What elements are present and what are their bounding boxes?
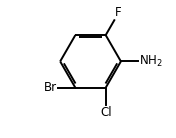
Text: Br: Br (44, 81, 57, 94)
Text: Cl: Cl (100, 106, 112, 119)
Text: F: F (115, 6, 122, 19)
Text: NH$_2$: NH$_2$ (139, 54, 163, 69)
